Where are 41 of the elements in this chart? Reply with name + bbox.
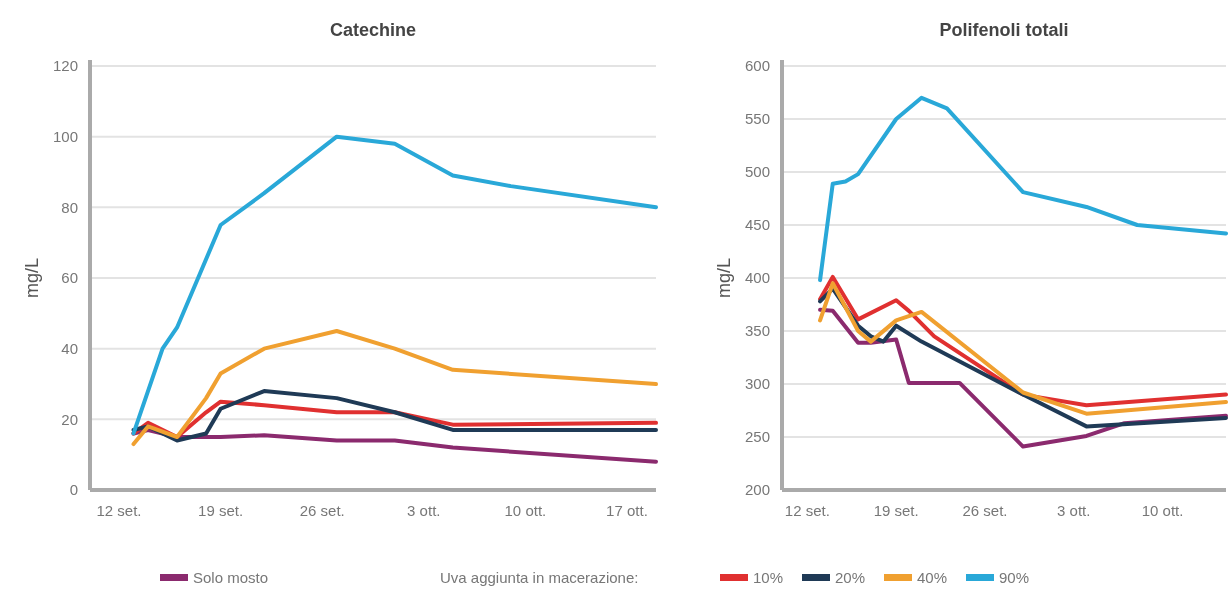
x-tick-label: 26 set. xyxy=(299,502,345,519)
y-tick-label: 450 xyxy=(744,216,770,234)
y-tick-label: 100 xyxy=(52,127,78,145)
y-tick-label: 80 xyxy=(61,198,78,216)
y-tick-label: 0 xyxy=(69,481,78,499)
y-axis-title: mg/L xyxy=(22,257,42,299)
x-tick-label: 17 ott. xyxy=(606,502,648,519)
y-tick-label: 400 xyxy=(744,269,770,287)
y-tick-label: 60 xyxy=(61,269,78,287)
y-tick-label: 300 xyxy=(744,375,770,393)
chart-title: Polifenoli totali xyxy=(939,20,1069,40)
x-tick-label: 19 set. xyxy=(873,502,919,519)
legend-label: 90% xyxy=(999,569,1030,587)
legend-label: Solo mosto xyxy=(193,569,269,587)
line-series xyxy=(131,134,658,436)
y-tick-label: 120 xyxy=(52,57,78,75)
chart-title: Catechine xyxy=(329,20,417,40)
line-series xyxy=(131,389,658,443)
x-tick-label: 19 set. xyxy=(198,502,244,519)
y-axis-title: mg/L xyxy=(714,257,734,299)
y-tick-label: 200 xyxy=(744,481,770,499)
x-tick-label: 12 set. xyxy=(96,502,142,519)
x-tick-label: 10 ott. xyxy=(1141,502,1184,519)
x-tick-label: 12 set. xyxy=(784,502,830,519)
legend-title: Uva aggiunta in macerazione: xyxy=(440,569,639,587)
legend-label: 40% xyxy=(917,569,948,587)
y-tick-label: 550 xyxy=(744,110,770,128)
x-tick-label: 26 set. xyxy=(962,502,1008,519)
y-tick-label: 20 xyxy=(61,410,78,428)
line-series xyxy=(818,95,1228,283)
y-tick-label: 40 xyxy=(61,339,78,357)
x-tick-label: 3 ott. xyxy=(407,502,441,519)
line-series xyxy=(131,329,658,447)
y-tick-label: 500 xyxy=(744,163,770,181)
y-tick-label: 600 xyxy=(744,57,770,75)
x-tick-label: 3 ott. xyxy=(1057,502,1091,519)
legend-label: 20% xyxy=(835,569,866,587)
x-tick-label: 10 ott. xyxy=(504,502,547,519)
y-tick-label: 250 xyxy=(744,428,770,446)
y-tick-label: 350 xyxy=(744,322,770,340)
legend-label: 10% xyxy=(753,569,784,587)
